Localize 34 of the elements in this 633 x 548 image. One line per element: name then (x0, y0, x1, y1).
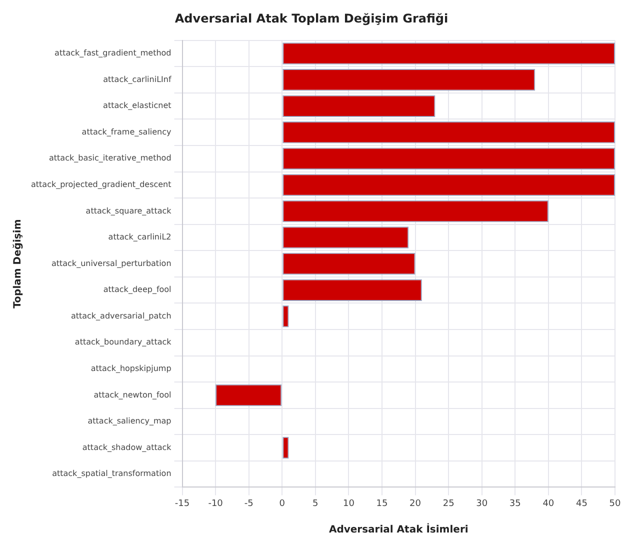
y-tick-label: attack_frame_saliency (82, 127, 172, 136)
y-tick-label: attack_fast_gradient_method (54, 48, 172, 58)
x-tick-label: -15 (174, 498, 190, 509)
y-tick-label: attack_newton_fool (94, 390, 172, 400)
y-axis-title: Toplam Değişim (12, 219, 24, 308)
y-tick-label: attack_elasticnet (103, 101, 172, 110)
y-tick-label: attack_saliency_map (88, 416, 172, 426)
x-tick-label: 25 (442, 498, 454, 509)
x-tick-label: 5 (312, 498, 318, 509)
y-tick-label: attack_spatial_transformation (52, 469, 172, 478)
y-tick-label: attack_deep_fool (103, 285, 172, 294)
y-tick-label: attack_carliniL2 (108, 232, 172, 242)
x-axis-title: Adversarial Atak İsimleri (328, 522, 468, 536)
x-tick-label: 40 (542, 498, 554, 509)
y-tick-label: attack_hopskipjump (90, 364, 172, 374)
y-tick-label: attack_adversarial_patch (70, 311, 172, 320)
x-tick-label: -10 (208, 498, 224, 509)
x-tick-label: 45 (576, 498, 588, 509)
x-tick-label: 50 (609, 498, 621, 509)
x-tick-label: 20 (410, 498, 422, 509)
chart-title: Adversarial Atak Toplam Değişim Grafiği (174, 11, 448, 26)
y-tick-label: attack_projected_gradient_descent (30, 180, 172, 190)
y-tick-label: attack_universal_perturbation (51, 258, 172, 268)
y-tick-label: attack_carliniLInf (103, 74, 172, 84)
y-tick-label: attack_basic_iterative_method (49, 154, 172, 163)
x-tick-label: 15 (376, 498, 388, 509)
x-tick-label: 0 (279, 498, 286, 509)
y-tick-label: attack_square_attack (86, 206, 172, 216)
x-tick-label: 10 (342, 498, 355, 509)
y-tick-label: attack_shadow_attack (82, 442, 172, 452)
x-tick-label: 35 (509, 498, 521, 509)
x-tick-label: 30 (476, 498, 488, 509)
x-tick-label: -5 (244, 498, 254, 509)
y-tick-label: attack_boundary_attack (74, 338, 172, 347)
